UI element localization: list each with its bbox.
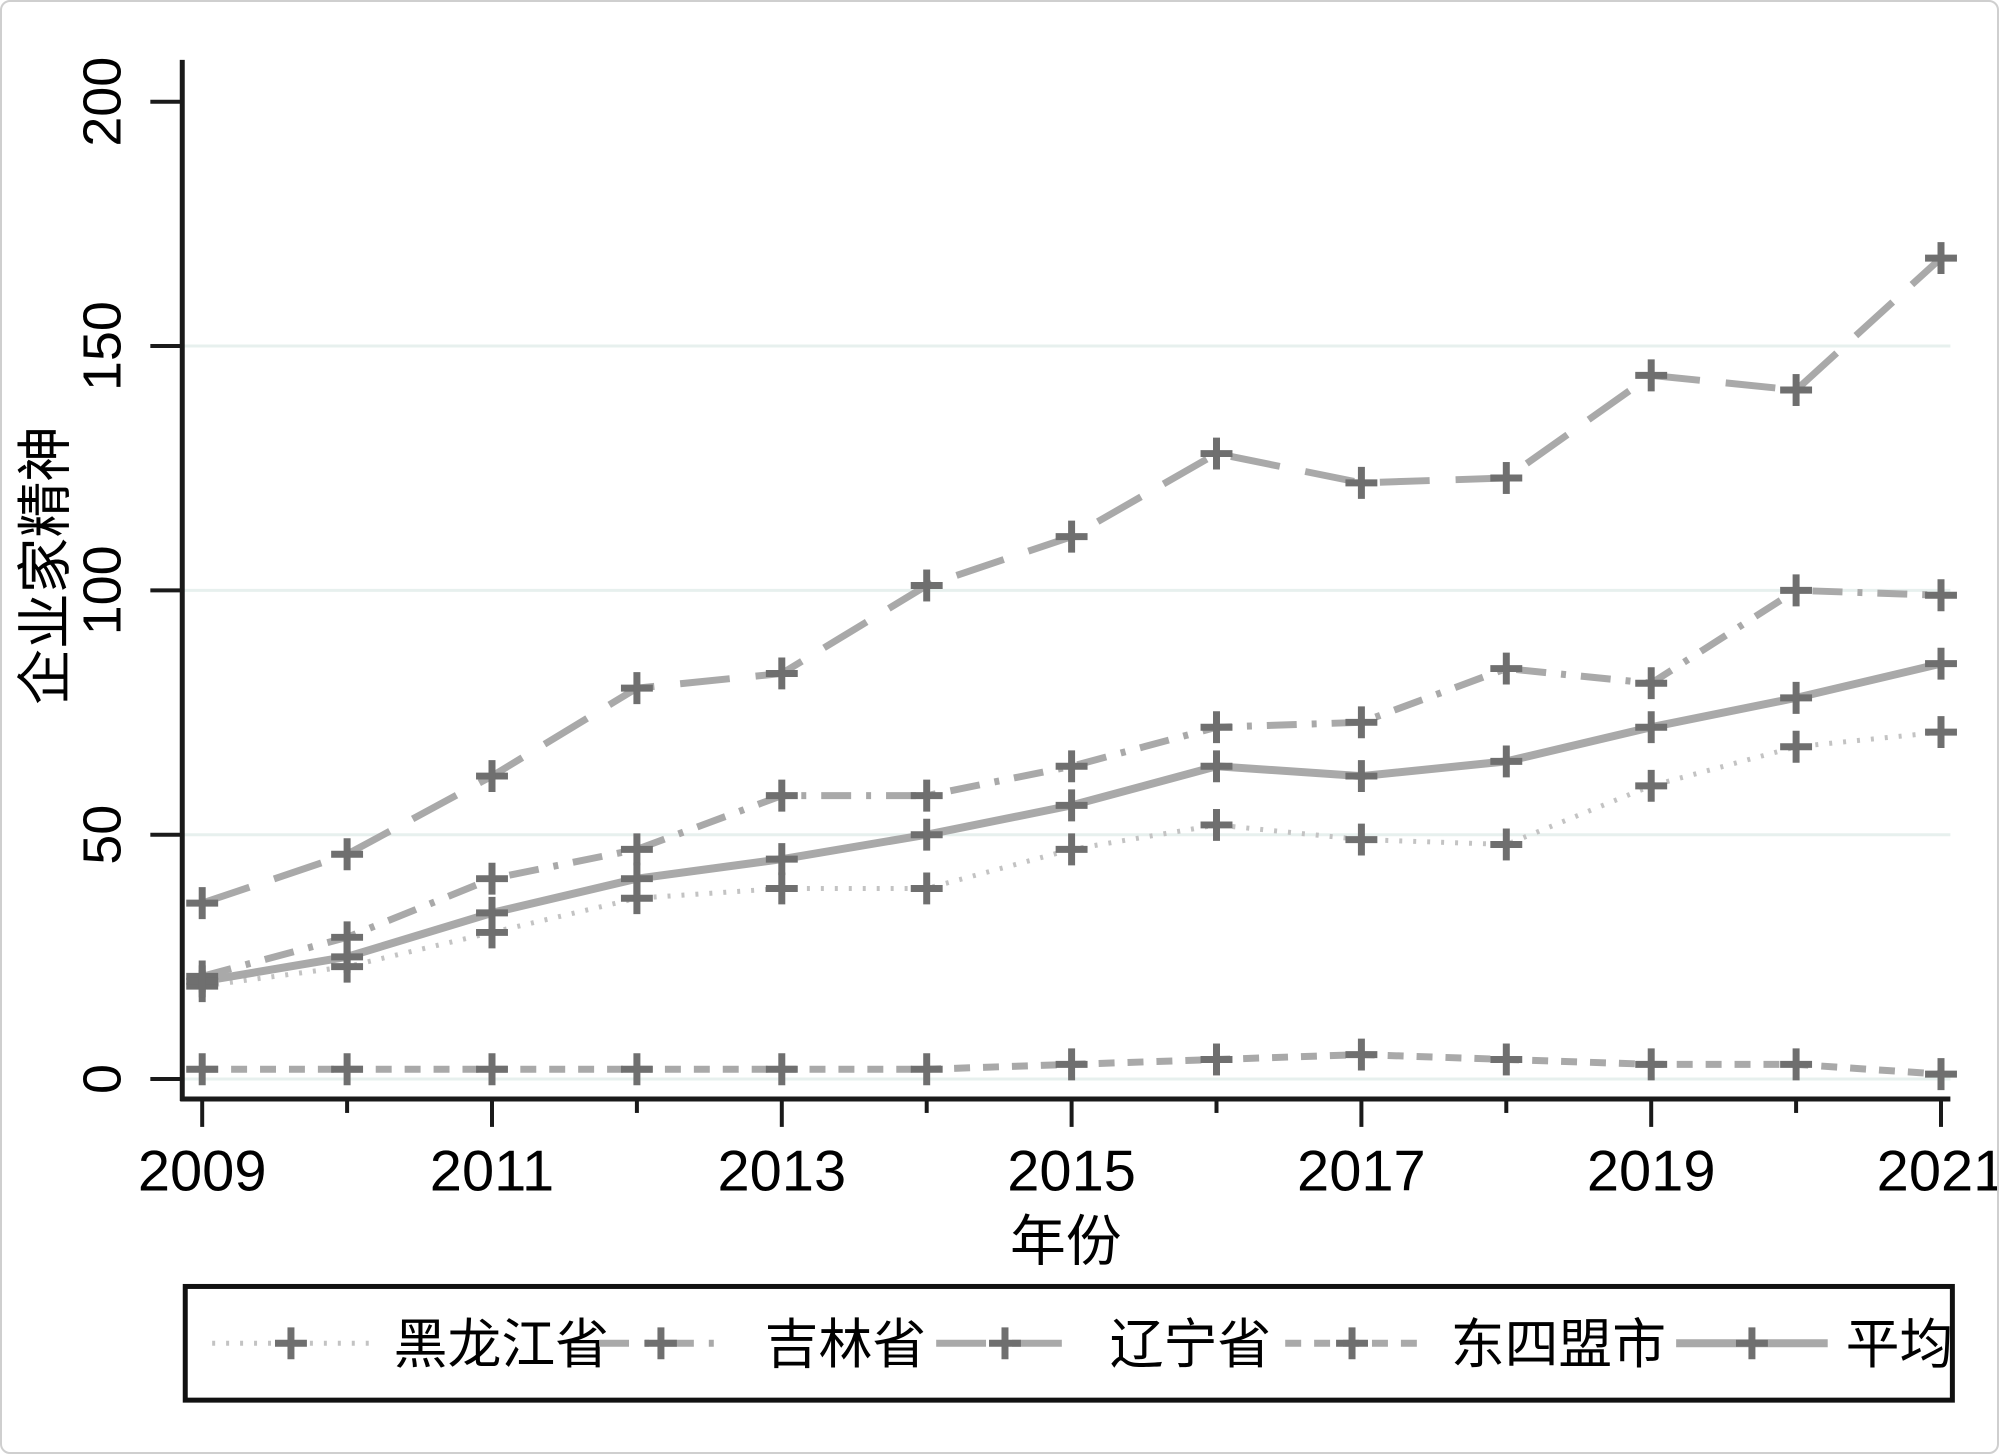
legend-label: 辽宁省 xyxy=(1110,1315,1272,1375)
series-markers-jilin xyxy=(186,574,1957,993)
series-markers-average xyxy=(186,647,1957,998)
y-tick-label-100: 100 xyxy=(72,545,132,635)
legend-item-heilongjiang: 黑龙江省 xyxy=(212,1315,609,1375)
legend-label: 平均 xyxy=(1846,1315,1954,1375)
series-line-average xyxy=(201,659,1942,986)
series-markers-dongsimeng xyxy=(186,1038,1957,1091)
x-tick-label-2017: 2017 xyxy=(1297,1140,1426,1204)
x-tick-label-2011: 2011 xyxy=(430,1140,554,1204)
y-tick-label-150: 150 xyxy=(72,301,132,391)
x-axis-title: 年份 xyxy=(1010,1210,1122,1273)
legend-label: 黑龙江省 xyxy=(394,1315,609,1375)
x-tick-label-2013: 2013 xyxy=(717,1140,846,1204)
legend-item-jilin: 吉林省 xyxy=(599,1315,926,1375)
x-tick-label-2015: 2015 xyxy=(1007,1140,1136,1204)
legend-label: 东四盟市 xyxy=(1451,1315,1666,1375)
x-tick-label-2019: 2019 xyxy=(1587,1140,1716,1204)
y-axis-title: 企业家精神 xyxy=(14,426,77,705)
legend-item-liaoning: 辽宁省 xyxy=(936,1315,1271,1375)
legend-box xyxy=(182,1283,1955,1403)
x-tick-label-2021: 2021 xyxy=(1877,1140,1997,1204)
y-tick-label-0: 0 xyxy=(72,1064,132,1094)
legend-label: 吉林省 xyxy=(765,1315,927,1375)
x-tick-label-2009: 2009 xyxy=(138,1140,267,1204)
chart-generated-content: 0 50 100 150 200 2009 2011 2013 2015 2017 2019 2021… xyxy=(72,57,1997,1403)
y-tick-label-200: 200 xyxy=(72,57,132,147)
y-tick-label-50: 50 xyxy=(72,805,132,865)
series-markers-liaoning xyxy=(186,242,1957,920)
